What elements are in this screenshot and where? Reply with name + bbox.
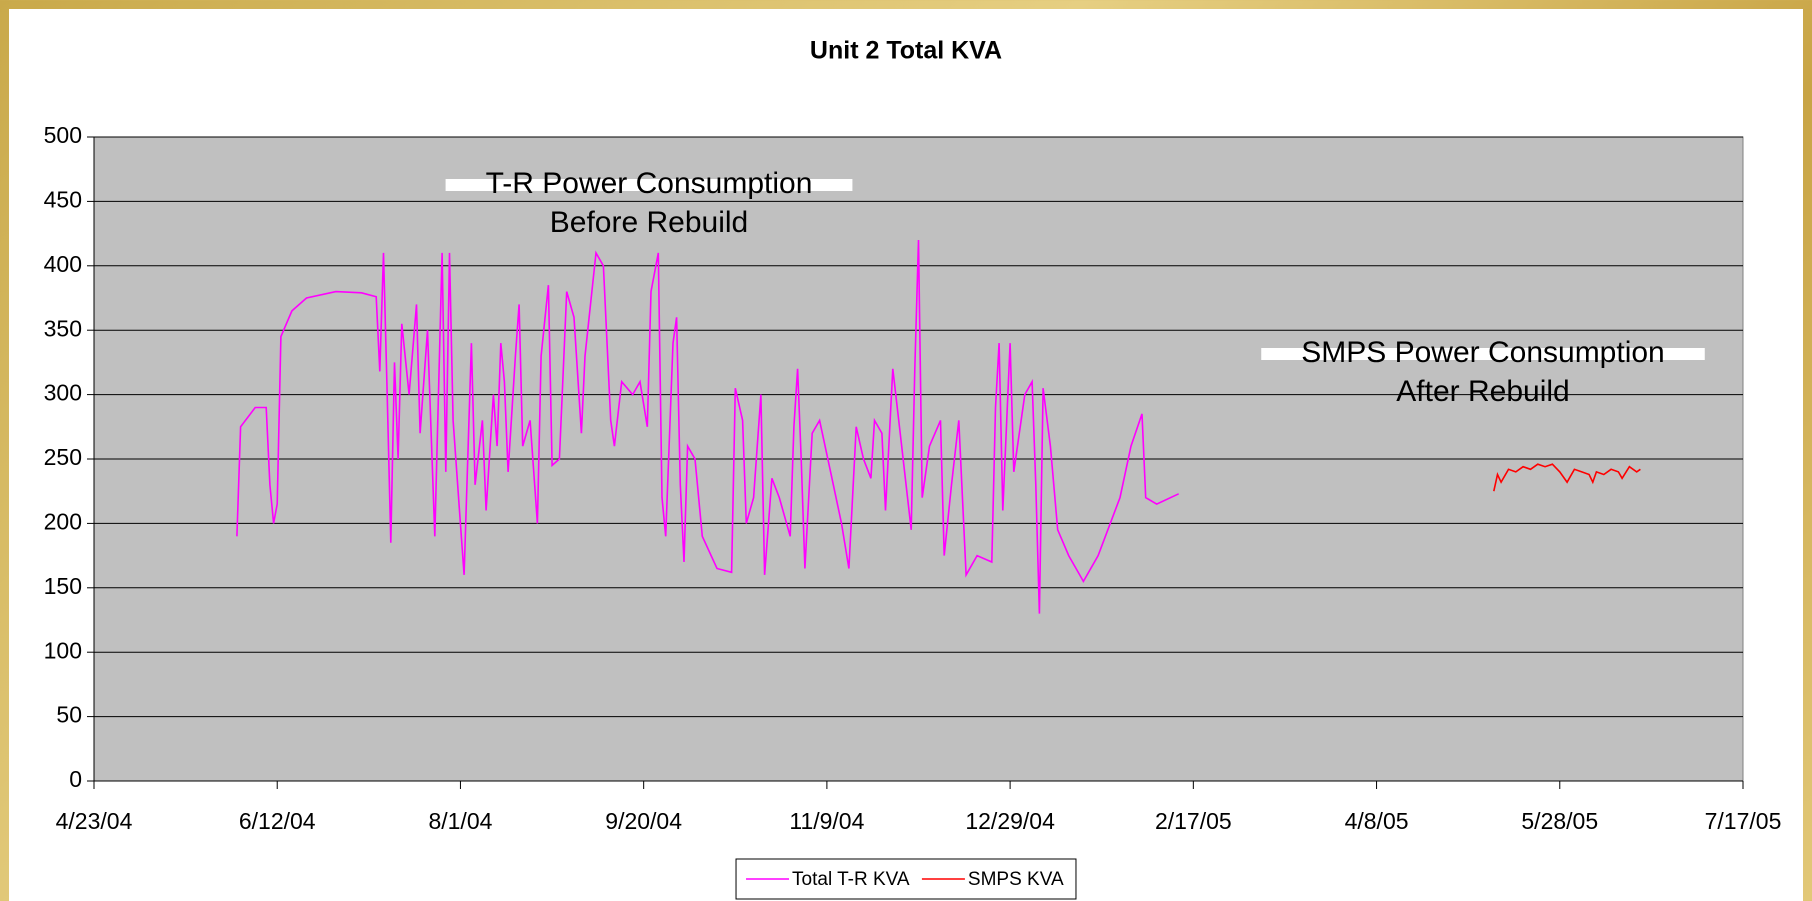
y-tick-label: 150	[44, 573, 82, 599]
y-tick-label: 250	[44, 444, 82, 470]
annotation-background	[445, 179, 853, 191]
annotation: T-R Power Consumption	[486, 167, 813, 200]
x-tick-label: 6/12/04	[239, 808, 316, 834]
x-tick-label: 11/9/04	[789, 808, 864, 834]
series-line	[1493, 463, 1641, 492]
annotation: Before Rebuild	[550, 206, 748, 239]
annotation-background	[1261, 348, 1705, 360]
series-line	[236, 239, 1180, 614]
y-tick-label: 50	[56, 702, 82, 728]
x-tick-label: 5/28/05	[1521, 808, 1598, 834]
y-tick-label: 100	[44, 637, 82, 663]
x-tick-label: 7/17/05	[1705, 808, 1782, 834]
y-tick-label: 400	[44, 251, 82, 277]
x-tick-label: 8/1/04	[428, 808, 492, 834]
y-tick-label: 300	[44, 380, 82, 406]
chart-title: Unit 2 Total KVA	[810, 37, 1002, 65]
annotation: SMPS Power Consumption	[1301, 336, 1665, 369]
legend-label: Total T-R KVA	[792, 869, 910, 890]
y-tick-label: 450	[44, 186, 82, 212]
y-tick-label: 350	[44, 315, 82, 341]
x-tick-label: 4/8/05	[1345, 808, 1409, 834]
y-tick-label: 500	[44, 122, 82, 148]
legend: Total T-R KVA SMPS KVA	[735, 858, 1077, 900]
legend-box	[735, 858, 1077, 900]
x-tick-label: 12/29/04	[965, 808, 1055, 834]
x-tick-label: 4/23/04	[56, 808, 133, 834]
x-tick-label: 9/20/04	[605, 808, 682, 834]
x-tick-label: 2/17/05	[1155, 808, 1232, 834]
legend-label: SMPS KVA	[968, 869, 1064, 890]
y-tick-label: 200	[44, 508, 82, 534]
annotation: After Rebuild	[1396, 375, 1569, 408]
y-tick-label: 0	[69, 766, 82, 792]
